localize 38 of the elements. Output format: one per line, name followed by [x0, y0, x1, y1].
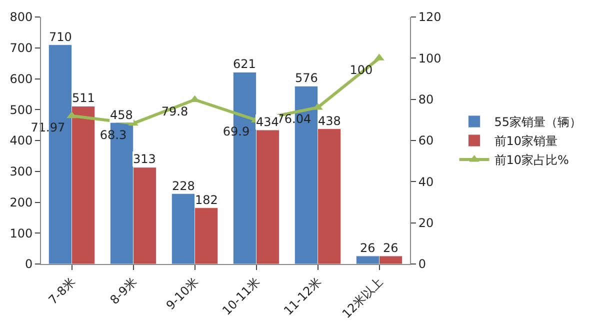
y2-tick-label: 40 — [418, 174, 434, 189]
y-tick-label: 300 — [10, 164, 33, 179]
data-label: 313 — [133, 152, 156, 166]
data-label: 438 — [318, 114, 341, 128]
y-tick-label: 500 — [10, 102, 33, 117]
data-label: 434 — [256, 115, 279, 129]
y-tick-label: 0 — [24, 257, 33, 272]
data-label: 182 — [195, 193, 218, 207]
y2-tick-label: 120 — [418, 10, 442, 24]
y-tick-label: 700 — [10, 41, 33, 56]
data-label: 621 — [233, 57, 256, 71]
x-tick-label: 12米以上 — [339, 274, 386, 322]
data-label: 458 — [110, 108, 133, 122]
y2-tick-label: 20 — [418, 216, 434, 230]
data-label: 26 — [360, 241, 376, 255]
y-tick-label: 600 — [10, 72, 33, 86]
data-label: 228 — [172, 179, 195, 193]
y2-tick-label: 0 — [418, 257, 426, 272]
y2-tick-label: 100 — [418, 51, 442, 66]
y-tick-label: 800 — [10, 10, 33, 24]
legend-label: 55家销量（辆） — [494, 115, 582, 130]
data-label: 511 — [72, 91, 95, 105]
y-tick-label: 400 — [10, 134, 33, 148]
data-label: 71.97 — [30, 120, 66, 134]
x-tick-label: 8-9米 — [107, 274, 140, 308]
x-tick-label: 7-8米 — [46, 274, 78, 308]
point — [66, 111, 77, 118]
y2-tick-label: 80 — [418, 92, 434, 107]
data-label: 79.8 — [161, 104, 188, 118]
data-label: 26 — [383, 241, 398, 255]
y-tick-label: 100 — [10, 226, 33, 240]
point — [312, 102, 323, 110]
legend-label: 前10家占比% — [494, 153, 569, 168]
data-label: 710 — [49, 30, 72, 44]
data-label: 576 — [295, 71, 318, 85]
y-tick-label: 200 — [10, 195, 33, 210]
y2-tick-label: 60 — [418, 134, 434, 148]
legend-label: 前10家销量 — [494, 134, 558, 148]
